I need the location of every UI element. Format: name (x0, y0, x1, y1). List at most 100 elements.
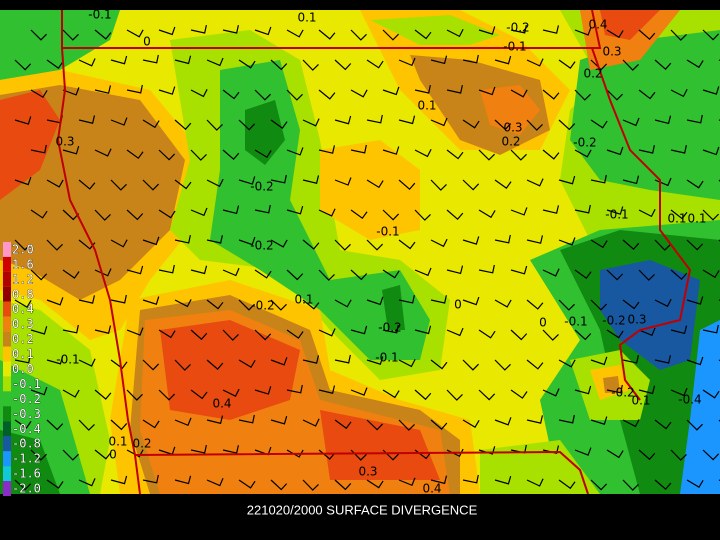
region (0, 10, 120, 80)
wind-barb (526, 235, 544, 244)
wind-barb (206, 178, 224, 188)
region (570, 30, 720, 200)
wind-barb (126, 84, 143, 94)
wind-barb (702, 146, 720, 156)
wind-barb (14, 354, 31, 364)
wind-barb (174, 359, 191, 371)
wind-barb (510, 389, 528, 399)
wind-barb (542, 268, 560, 277)
wind-barb (334, 479, 352, 491)
wind-barb (142, 54, 159, 64)
wind-barb (446, 85, 463, 94)
contour-label: -0.1 (503, 40, 526, 54)
wind-barb (398, 359, 416, 368)
wind-barb (126, 209, 144, 221)
wind-barb (510, 24, 527, 34)
wind-barb (302, 59, 319, 71)
legend-label: 0.1 (12, 347, 34, 361)
wind-barb (638, 385, 656, 395)
legend-swatch (3, 256, 11, 272)
legend-swatch (3, 391, 11, 407)
contour-label: 0 (454, 298, 462, 312)
wind-barb (622, 59, 639, 71)
contour-label: 0.3 (503, 121, 522, 135)
wind-barb (670, 269, 688, 281)
wind-barb (286, 449, 304, 458)
wind-barb (478, 26, 496, 35)
wind-barb (494, 119, 512, 131)
wind-barb (238, 59, 256, 69)
wind-barb (158, 86, 176, 95)
wind-barb (622, 175, 640, 185)
contour-label: 0.1 (417, 99, 436, 113)
contour-label: 0.2 (501, 135, 520, 149)
wind-barb (702, 86, 720, 95)
wind-barb (510, 89, 528, 98)
wind-barb (158, 209, 176, 219)
wind-barb (382, 389, 400, 399)
wind-barb (478, 329, 496, 339)
wind-barb (302, 118, 320, 127)
wind-barb (398, 419, 415, 431)
contour-label: 0.2 (583, 67, 602, 81)
wind-barb (686, 479, 704, 489)
contour-label: 0.3 (602, 45, 621, 59)
wind-barb (542, 25, 560, 34)
wind-barb (318, 328, 336, 337)
wind-barb (478, 86, 496, 96)
contour-label: 0.4 (422, 482, 441, 496)
wind-barb (110, 359, 128, 370)
wind-barb (238, 119, 256, 131)
wind-barb (206, 119, 223, 131)
wind-barb (430, 419, 448, 430)
wind-barb (174, 475, 192, 485)
wind-barb (462, 179, 480, 191)
wind-barb (366, 59, 384, 69)
wind-barb (334, 239, 351, 251)
wind-barb (222, 89, 240, 100)
wind-barb (622, 239, 640, 251)
wind-barb (558, 237, 576, 246)
contour-label: -0.1 (56, 353, 79, 367)
wind-barb (638, 29, 656, 41)
wind-barb (270, 479, 288, 491)
wind-barb (206, 359, 224, 370)
wind-barb (398, 57, 416, 67)
wind-barb (30, 326, 48, 335)
wind-barb (366, 114, 383, 124)
wind-barb (350, 29, 367, 41)
wind-barb (270, 239, 288, 248)
wind-barb (238, 236, 256, 246)
wind-barb (126, 29, 144, 38)
wind-barb (654, 479, 672, 490)
legend-label: -1.6 (12, 467, 41, 481)
wind-barb (558, 299, 575, 311)
wind-barb (302, 239, 320, 250)
wind-barb (126, 265, 144, 275)
wind-barb (478, 149, 496, 161)
wind-barb (206, 57, 224, 67)
wind-barb (126, 327, 144, 336)
wind-barb (158, 329, 176, 339)
wind-barb (14, 239, 31, 251)
contour-label: -0.2 (250, 180, 273, 194)
wind-barb (62, 324, 79, 334)
wind-barb (62, 449, 79, 461)
wind-barb (446, 265, 464, 275)
contour-label: -0.1 (375, 351, 398, 365)
wind-barb (590, 239, 608, 249)
wind-barb (30, 209, 48, 219)
wind-barb (510, 265, 528, 275)
wind-barb (574, 27, 592, 36)
wind-barb (526, 415, 544, 424)
border (61, 10, 602, 49)
wind-barb (334, 419, 352, 430)
wind-barb (462, 359, 480, 371)
contour-label: 0 (109, 448, 117, 462)
wind-barb (366, 296, 384, 306)
wind-barb (350, 387, 368, 396)
wind-barb (286, 89, 303, 101)
legend-swatch (3, 436, 11, 452)
